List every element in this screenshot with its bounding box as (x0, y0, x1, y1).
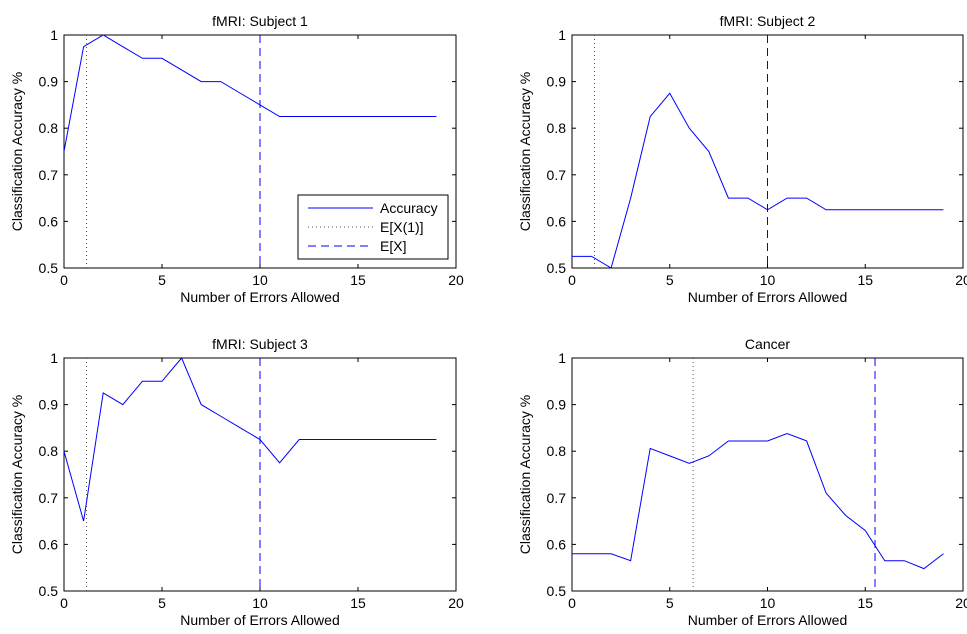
x-tick-label: 5 (158, 272, 166, 288)
y-tick-label: 0.5 (39, 583, 59, 599)
x-axis-label: Number of Errors Allowed (180, 289, 340, 305)
x-tick-label: 10 (760, 595, 776, 611)
x-tick-label: 20 (955, 272, 967, 288)
y-tick-label: 0.9 (547, 397, 567, 413)
x-tick-label: 15 (857, 595, 873, 611)
y-tick-label: 0.5 (39, 260, 59, 276)
accuracy-series-line (63, 34, 437, 152)
accuracy-series-line (572, 432, 944, 570)
y-tick-label: 0.6 (39, 536, 59, 552)
y-axis-label: Classification Accuracy % (517, 72, 533, 232)
x-tick-label: 20 (955, 595, 967, 611)
x-tick-label: 15 (350, 595, 366, 611)
legend-entry: E[X] (380, 238, 406, 254)
x-tick-label: 5 (158, 595, 166, 611)
chart-title: fMRI: Subject 3 (212, 336, 308, 352)
y-tick-label: 1 (50, 350, 58, 366)
x-tick-label: 0 (60, 595, 68, 611)
y-tick-label: 0.5 (547, 260, 567, 276)
y-axis-label: Classification Accuracy % (517, 395, 533, 555)
y-tick-label: 0.9 (39, 74, 59, 90)
chart-title: fMRI: Subject 2 (720, 13, 816, 29)
chart-panel-1: 0 5 10 15 20 0.5 0.6 0.7 0.8 0.9 1 fMRI: Subject 1 N… (9, 13, 464, 305)
x-tick-label: 10 (760, 272, 776, 288)
plot-frame (571, 357, 964, 592)
chart-title: Cancer (745, 336, 790, 352)
y-tick-label: 0.6 (39, 213, 59, 229)
x-tick-label: 5 (666, 272, 674, 288)
y-tick-label: 1 (50, 27, 58, 43)
x-tick-label: 15 (857, 272, 873, 288)
y-tick-label: 0.8 (39, 443, 59, 459)
x-tick-label: 0 (568, 272, 576, 288)
y-tick-label: 0.7 (39, 490, 59, 506)
legend: Accuracy E[X(1)] E[X] (297, 194, 449, 260)
y-tick-label: 0.7 (547, 490, 567, 506)
y-tick-label: 0.8 (547, 443, 567, 459)
chart-panel-2: 0 5 10 15 20 0.5 0.6 0.7 0.8 0.9 1 fMRI: Subject 2 N… (517, 13, 967, 305)
y-tick-label: 0.7 (39, 167, 59, 183)
x-tick-label: 15 (350, 272, 366, 288)
y-tick-label: 0.5 (547, 583, 567, 599)
y-tick-label: 0.6 (547, 213, 567, 229)
x-axis-label: Number of Errors Allowed (180, 612, 340, 628)
x-tick-label: 20 (448, 272, 464, 288)
x-tick-label: 10 (252, 272, 268, 288)
legend-entry: E[X(1)] (380, 219, 424, 235)
chart-panel-3: 0 5 10 15 20 0.5 0.6 0.7 0.8 0.9 1 fMRI: Subject 3 N… (9, 336, 464, 628)
accuracy-series-line (572, 92, 944, 269)
y-tick-label: 0.8 (39, 120, 59, 136)
y-tick-label: 0.8 (547, 120, 567, 136)
y-axis-label: Classification Accuracy % (9, 72, 25, 232)
x-tick-label: 5 (666, 595, 674, 611)
y-tick-label: 0.9 (547, 74, 567, 90)
y-tick-label: 0.9 (39, 397, 59, 413)
legend-entry: Accuracy (380, 200, 438, 216)
chart-title: fMRI: Subject 1 (212, 13, 308, 29)
x-axis-label: Number of Errors Allowed (688, 612, 848, 628)
x-tick-label: 0 (568, 595, 576, 611)
x-tick-label: 10 (252, 595, 268, 611)
x-tick-label: 20 (448, 595, 464, 611)
x-axis-label: Number of Errors Allowed (688, 289, 848, 305)
y-axis-label: Classification Accuracy % (9, 395, 25, 555)
x-tick-label: 0 (60, 272, 68, 288)
y-tick-label: 1 (558, 27, 566, 43)
y-tick-label: 1 (558, 350, 566, 366)
y-tick-label: 0.7 (547, 167, 567, 183)
chart-panel-4: 0 5 10 15 20 0.5 0.6 0.7 0.8 0.9 1 Cancer Number of … (517, 336, 967, 628)
accuracy-series-line (63, 357, 437, 522)
y-tick-label: 0.6 (547, 536, 567, 552)
